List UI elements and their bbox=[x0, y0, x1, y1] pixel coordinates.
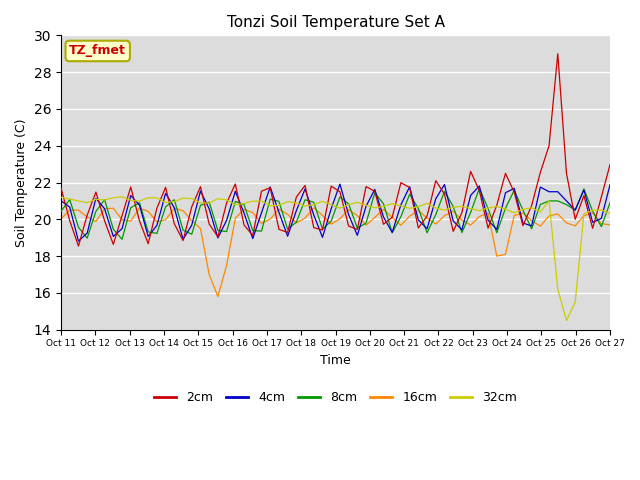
Y-axis label: Soil Temperature (C): Soil Temperature (C) bbox=[15, 118, 28, 247]
Legend: 2cm, 4cm, 8cm, 16cm, 32cm: 2cm, 4cm, 8cm, 16cm, 32cm bbox=[149, 386, 522, 409]
Text: TZ_fmet: TZ_fmet bbox=[69, 45, 126, 58]
Title: Tonzi Soil Temperature Set A: Tonzi Soil Temperature Set A bbox=[227, 15, 445, 30]
X-axis label: Time: Time bbox=[320, 354, 351, 367]
